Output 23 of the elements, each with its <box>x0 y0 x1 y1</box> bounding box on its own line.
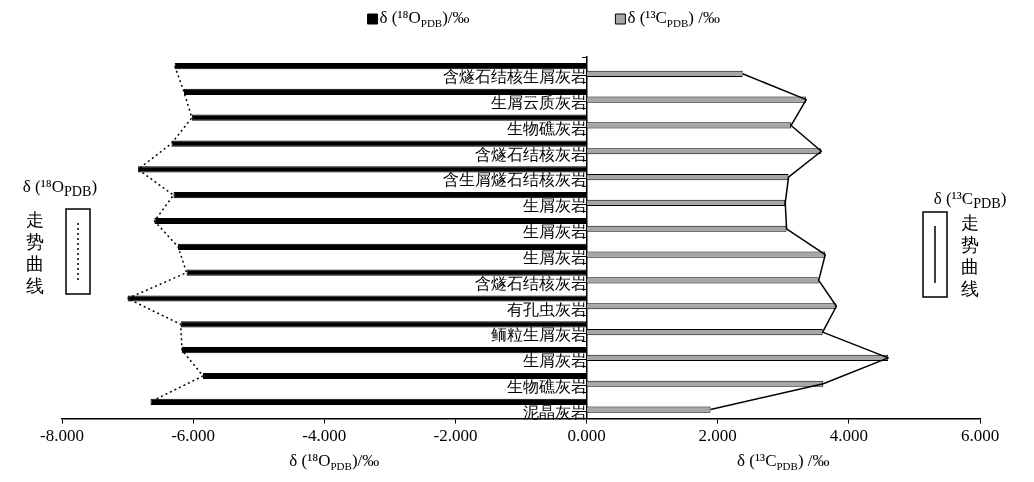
x-tick-label: 6.000 <box>960 426 1000 446</box>
y-tick-label: 生屑灰岩 <box>522 248 587 266</box>
y-tick-label: 含燧石结核灰岩 <box>474 145 587 163</box>
y-tick-label: 生物礁灰岩 <box>506 119 587 137</box>
x-tick-label: -8.000 <box>40 426 84 446</box>
x-tick-label: 0.000 <box>567 426 606 446</box>
y-tick-label: 生屑灰岩 <box>522 223 587 241</box>
text: δ (¹⁸O$_{PDB}$) 走势曲线 <box>22 177 98 296</box>
y-tick-label: 生物礁灰岩 <box>506 378 587 396</box>
y-tick-label: 鲕粒生屑灰岩 <box>490 326 587 344</box>
x-tick-label: -4.000 <box>302 426 347 446</box>
y-tick-label: 生屑云质灰岩 <box>490 93 587 111</box>
x-tick-label: -6.000 <box>171 426 216 446</box>
y-tick-label: 生屑灰岩 <box>522 197 587 215</box>
y-tick-label: 含生屑燧石结核灰岩 <box>442 171 587 189</box>
y-tick-label: 生屑灰岩 <box>522 352 587 370</box>
x-tick-label: 2.000 <box>698 426 737 446</box>
x-tick-label: 4.000 <box>829 426 868 446</box>
x-tick-label: -2.000 <box>433 426 478 446</box>
y-tick-label: 有孔虫灰岩 <box>506 300 587 318</box>
text: δ (¹³C$_{PDB}$) 走势曲线 <box>933 189 1007 299</box>
y-tick-label: 含燧石结核生屑灰岩 <box>442 68 587 86</box>
y-tick-label: 含燧石结核灰岩 <box>474 274 587 292</box>
